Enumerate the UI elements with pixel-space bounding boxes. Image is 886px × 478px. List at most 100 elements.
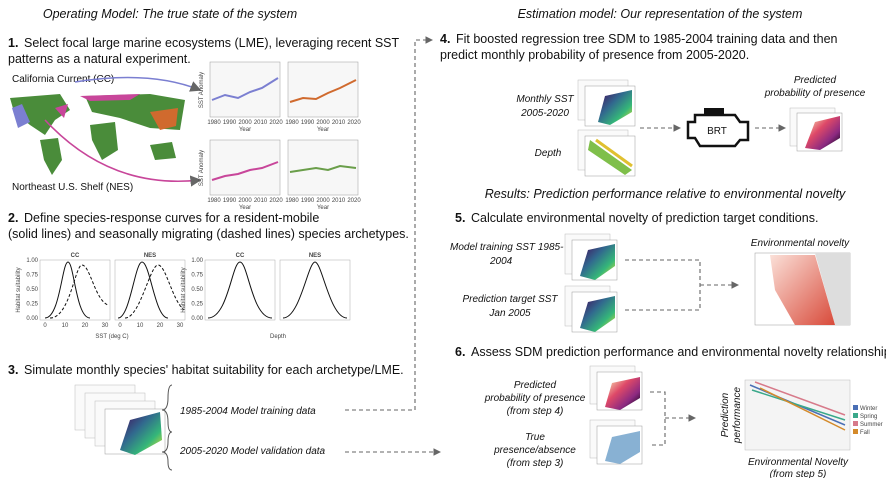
axis-label: Habitat suitability (181, 267, 187, 312)
novelty-map (754, 252, 851, 326)
output-label: Predicted (794, 75, 837, 86)
step-text: Assess SDM prediction performance and en… (471, 345, 886, 359)
x-tick-label: 2020 (269, 120, 283, 126)
step-text: predict monthly probability of presence … (440, 48, 749, 62)
input-label: presence/absence (493, 445, 576, 456)
step-text: Select focal large marine ecosystems (LM… (24, 36, 400, 50)
input-label: True (525, 432, 545, 443)
output-map (789, 107, 843, 152)
model-label: BRT (707, 126, 727, 137)
x-tick-label: 1980 (285, 120, 299, 126)
legend-swatch (853, 421, 858, 426)
y-tick-label: 0.25 (26, 302, 38, 308)
performance-scatter (744, 379, 851, 451)
x-tick-label: 2010 (254, 120, 268, 126)
input-label: Predicted (514, 380, 557, 391)
input-label: Prediction target SST (462, 294, 558, 305)
x-tick-label: 2000 (238, 198, 252, 204)
panel-title: NES (144, 253, 156, 259)
legend-swatch (853, 429, 858, 434)
legend-swatch (853, 413, 858, 418)
axis-label: SST Anomaly (199, 150, 205, 186)
step-text: (solid lines) and seasonally migrating (… (8, 227, 409, 241)
axis-label: Year (239, 127, 251, 133)
x-tick-label: 2020 (347, 198, 361, 204)
input-label: 2005-2020 (520, 108, 569, 119)
y-tick-label: 0.00 (26, 316, 38, 322)
input-label: Model training SST 1985- (450, 242, 564, 253)
input-label: 2004 (489, 256, 513, 267)
axis-label: Year (317, 127, 329, 133)
step-number: 4. (440, 32, 450, 46)
x-tick-label: 1990 (223, 120, 237, 126)
y-tick-label: 0.50 (191, 287, 203, 293)
section-title: Estimation model: Our representation of … (518, 7, 803, 21)
step-text: Define species-response curves for a res… (24, 211, 319, 225)
y-tick-label: 0.25 (191, 302, 203, 308)
x-tick-label: 2020 (269, 198, 283, 204)
x-tick-label: 2000 (316, 120, 330, 126)
y-tick-label: 1.00 (26, 258, 38, 264)
axis-label: Year (239, 205, 251, 211)
input-maps (577, 79, 636, 177)
step-text: Fit boosted regression tree SDM to 1985-… (456, 32, 838, 46)
legend-label: Spring (860, 414, 877, 420)
lme-label: California Current (CC) (12, 74, 114, 85)
step-number: 5. (455, 211, 465, 225)
axis-label: SST Anomaly (199, 72, 205, 108)
x-tick-label: 2000 (238, 120, 252, 126)
world-map (8, 92, 190, 176)
lme-label: Northeast U.S. Shelf (NES) (12, 182, 133, 193)
x-tick-label: 0 (118, 323, 122, 329)
legend-label: Fall (860, 430, 870, 436)
input-label: probability of presence (484, 393, 586, 404)
y-tick-label: 1.00 (191, 258, 203, 264)
x-tick-label: 20 (82, 323, 89, 329)
stacked-maps (74, 384, 166, 455)
axis-label: SST (deg C) (95, 334, 128, 340)
engine-icon (686, 108, 750, 148)
step-number: 6. (455, 345, 465, 359)
step-text: patterns as a natural experiment. (8, 52, 191, 66)
data-label: 1985-2004 Model training data (180, 406, 316, 417)
x-tick-label: 1980 (285, 198, 299, 204)
x-tick-label: 1990 (301, 120, 315, 126)
section-title: Results: Prediction performance relative… (485, 187, 846, 201)
x-tick-label: 1980 (207, 120, 221, 126)
axis-label: Habitat suitability (16, 267, 22, 312)
performance-inputs (589, 365, 643, 465)
input-label: (from step 3) (507, 458, 564, 469)
x-tick-label: 0 (43, 323, 47, 329)
panel-title: NES (309, 253, 321, 259)
step-number: 1. (8, 36, 18, 50)
legend-label: Summer (860, 422, 883, 428)
axis-label: Depth (270, 334, 286, 340)
x-tick-label: 2010 (332, 198, 346, 204)
input-label: (from step 4) (507, 406, 564, 417)
output-label: Environmental novelty (751, 238, 850, 249)
axis-label: Prediction (720, 392, 731, 437)
x-tick-label: 30 (177, 323, 184, 329)
anomaly-panels (209, 61, 359, 196)
axis-label: performance (732, 386, 743, 444)
x-tick-label: 1980 (207, 198, 221, 204)
axis-label: (from step 5) (770, 469, 827, 478)
axis-label: Environmental Novelty (748, 457, 849, 468)
y-tick-label: 0.50 (26, 287, 38, 293)
data-label: 2005-2020 Model validation data (179, 446, 326, 457)
x-tick-label: 2010 (332, 120, 346, 126)
input-label: Monthly SST (516, 94, 574, 105)
x-tick-label: 20 (157, 323, 164, 329)
novelty-inputs (564, 233, 618, 333)
axis-label: Year (317, 205, 329, 211)
x-tick-label: 30 (102, 323, 109, 329)
legend-swatch (853, 405, 858, 410)
section-title: Operating Model: The true state of the s… (43, 7, 297, 21)
y-tick-label: 0.75 (26, 273, 38, 279)
input-label: Jan 2005 (488, 308, 531, 319)
x-tick-label: 1990 (301, 198, 315, 204)
y-tick-label: 0.00 (191, 316, 203, 322)
x-tick-label: 2010 (254, 198, 268, 204)
